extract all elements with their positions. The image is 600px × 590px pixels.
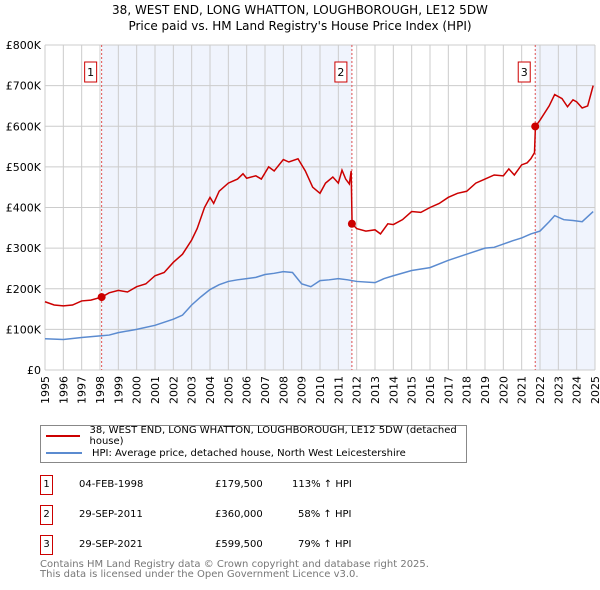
- x-tick-label: 2014: [387, 376, 400, 404]
- x-tick-label: 2005: [222, 376, 235, 404]
- x-tick-label: 2012: [351, 376, 364, 404]
- attribution: Contains HM Land Registry data © Crown c…: [40, 560, 429, 580]
- sale-marker-label: 3: [40, 535, 53, 555]
- sale-date: 29-SEP-2021: [79, 539, 143, 550]
- sale-point: [531, 122, 540, 131]
- sale-marker-label: 1: [40, 475, 53, 495]
- attribution-line-1: Contains HM Land Registry data © Crown c…: [40, 559, 429, 570]
- y-tick-label: £300K: [6, 242, 42, 255]
- sale-marker-label: 2: [40, 505, 53, 525]
- y-tick-label: £200K: [6, 283, 42, 296]
- sale-label-box: [84, 61, 98, 83]
- y-tick-label: £700K: [6, 80, 42, 93]
- series-line: [44, 211, 594, 341]
- sale-label: 1: [87, 66, 94, 79]
- sale-date: 29-SEP-2011: [79, 509, 143, 520]
- x-tick-label: 2013: [369, 376, 382, 404]
- chart-title: 38, WEST END, LONG WHATTON, LOUGHBOROUGH…: [112, 3, 488, 17]
- x-tick-label: 1995: [39, 376, 52, 404]
- x-tick-label: 2016: [424, 376, 437, 404]
- legend-swatch-property: [46, 435, 80, 437]
- price-chart: 1995 1996 1997 1998 1999 2000 2001 2002 2003 2004…: [6, 39, 600, 404]
- x-tick-label: 2009: [296, 376, 309, 404]
- x-tick-label: 2015: [406, 376, 419, 404]
- sale-price: £360,000: [215, 509, 263, 520]
- x-tick-label: 2021: [516, 376, 529, 404]
- y-tick-label: £500K: [6, 161, 42, 174]
- x-tick-label: 2004: [204, 376, 217, 404]
- sale-hpi: 113% ↑ HPI: [292, 479, 352, 490]
- y-tick-label: £800K: [6, 39, 42, 52]
- x-tick-label: 2011: [332, 376, 345, 404]
- y-tick-label: £0: [27, 364, 41, 377]
- x-tick-label: 1997: [76, 376, 89, 404]
- sale-price: £179,500: [215, 479, 263, 490]
- x-tick-label: 2020: [497, 376, 510, 404]
- legend-label-hpi: HPI: Average price, detached house, Nort…: [92, 447, 406, 459]
- x-tick-label: 2001: [149, 376, 162, 404]
- x-tick-label: 2002: [167, 376, 180, 404]
- sale-price: £599,500: [215, 539, 263, 550]
- x-tick-label: 2024: [571, 376, 584, 404]
- x-tick-label: 2007: [259, 376, 272, 404]
- x-tick-label: 2000: [131, 376, 144, 404]
- x-tick-label: 1996: [57, 376, 70, 404]
- x-tick-label: 1998: [94, 376, 107, 404]
- sale-hpi: 79% ↑ HPI: [298, 539, 352, 550]
- sale-point: [347, 219, 356, 228]
- y-tick-label: £400K: [6, 202, 42, 215]
- sale-label-box: [334, 61, 348, 83]
- series-line: [44, 85, 594, 307]
- x-tick-label: 2017: [442, 376, 455, 404]
- y-tick-label: £600K: [6, 120, 42, 133]
- x-tick-label: 2010: [314, 376, 327, 404]
- y-tick-label: £100K: [6, 323, 42, 336]
- x-tick-label: 2003: [186, 376, 199, 404]
- x-tick-label: 2018: [461, 376, 474, 404]
- sale-label-box: [517, 61, 531, 83]
- sale-point: [97, 293, 106, 302]
- x-tick-label: 2025: [589, 376, 600, 404]
- chart-subtitle: Price paid vs. HM Land Registry's House …: [128, 19, 472, 33]
- x-tick-label: 2023: [552, 376, 565, 404]
- legend-swatch-hpi: [46, 452, 82, 454]
- legend: 38, WEST END, LONG WHATTON, LOUGHBOROUGH…: [40, 425, 467, 463]
- x-tick-label: 2006: [241, 376, 254, 404]
- sale-hpi: 58% ↑ HPI: [298, 509, 352, 520]
- sale-label: 3: [521, 66, 528, 79]
- x-tick-label: 2019: [479, 376, 492, 404]
- sale-date: 04-FEB-1998: [79, 479, 144, 490]
- x-tick-label: 2008: [277, 376, 290, 404]
- x-tick-label: 2022: [534, 376, 547, 404]
- sale-label: 2: [337, 66, 344, 79]
- x-tick-label: 1999: [112, 376, 125, 404]
- attribution-line-2: This data is licensed under the Open Gov…: [40, 569, 359, 580]
- legend-label-property: 38, WEST END, LONG WHATTON, LOUGHBOROUGH…: [89, 425, 457, 447]
